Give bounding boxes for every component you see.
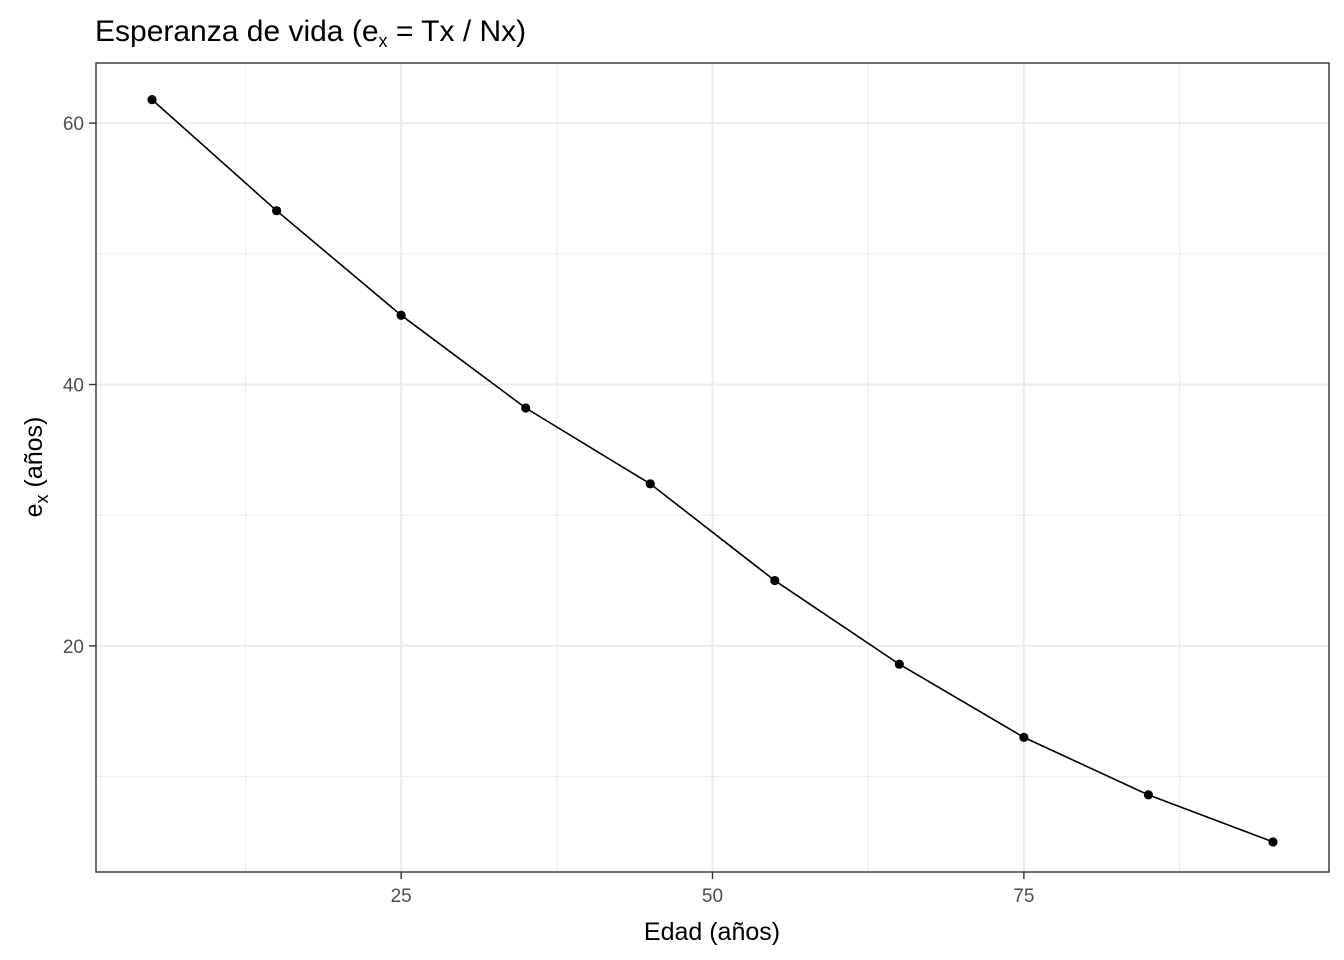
data-point xyxy=(147,94,157,105)
x-axis-title: Edad (años) xyxy=(644,918,780,946)
data-point xyxy=(1143,790,1154,800)
chart-title: Esperanza de vida (ex = Tx / Nx) xyxy=(95,15,526,51)
data-point xyxy=(894,659,904,669)
y-tick-label: 40 xyxy=(63,376,84,397)
data-point xyxy=(1268,837,1278,847)
data-point xyxy=(271,206,282,216)
data-point xyxy=(645,479,655,489)
data-point xyxy=(1019,732,1029,742)
data-series xyxy=(147,94,1278,847)
y-tick-label: 20 xyxy=(63,637,84,658)
x-tick-label: 75 xyxy=(1013,886,1034,907)
data-point xyxy=(521,403,531,413)
x-tick-label: 25 xyxy=(391,886,412,907)
y-axis-ticks: 20 40 60 xyxy=(63,114,96,658)
data-point xyxy=(396,310,406,320)
y-tick-label: 60 xyxy=(63,114,84,135)
x-axis-ticks: 25 50 75 xyxy=(391,872,1034,907)
series-line xyxy=(151,99,1274,843)
y-axis-title: ex (años) xyxy=(20,417,52,518)
data-point xyxy=(770,575,780,586)
x-tick-label: 50 xyxy=(702,886,723,907)
major-gridlines xyxy=(96,63,1329,872)
